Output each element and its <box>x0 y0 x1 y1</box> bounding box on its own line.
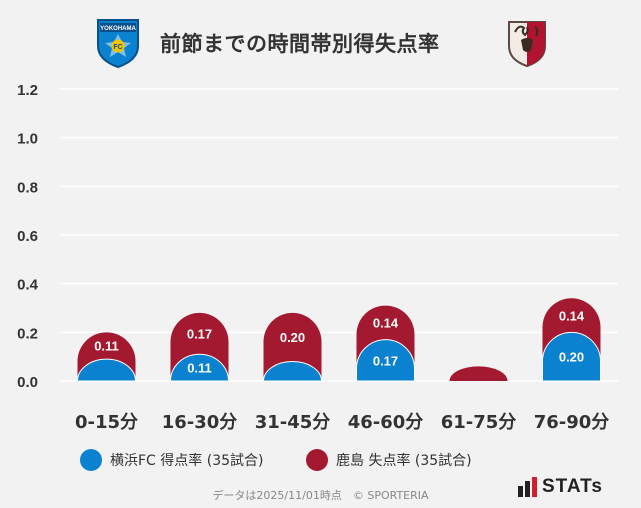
y-tick-label: 0.2 <box>17 325 38 342</box>
yokohama-fc-crest: YOKOHAMA FC <box>97 19 139 68</box>
legend-item-home: 横浜FC 得点率 (35試合) <box>80 446 263 474</box>
chart-title: 前節までの時間帯別得失点率 <box>160 32 440 56</box>
bar-chart: 0.00.20.40.60.81.01.2 0.110.170.110.200.… <box>17 82 618 433</box>
bars: 0.11 0.17 0.11 0.20 0.14 0.17 0.14 0.20 <box>76 298 601 382</box>
grid-lines <box>60 88 618 382</box>
y-tick-label: 1.0 <box>17 131 38 148</box>
bar-home <box>542 331 601 382</box>
data-label-away: 0.14 <box>373 316 399 331</box>
y-tick-label: 0.8 <box>17 179 38 196</box>
svg-text:YOKOHAMA: YOKOHAMA <box>100 26 136 32</box>
kashima-antlers-crest <box>508 21 546 68</box>
y-tick-label: 0.6 <box>17 228 38 245</box>
data-label-home: 0.20 <box>559 350 584 365</box>
legend-swatch-home <box>80 449 102 471</box>
legend-item-away: 鹿島 失点率 (35試合) <box>306 446 472 474</box>
data-label-away: 0.20 <box>280 330 305 345</box>
data-label-home: 0.11 <box>187 361 212 376</box>
data-footnote: データは2025/11/01時点 © SPORTERIA <box>212 489 429 502</box>
x-tick-label: 76-90分 <box>534 412 610 433</box>
legend-label-home: 横浜FC 得点率 (35試合) <box>110 453 264 469</box>
x-axis: 0-15分 16-30分 31-45分 46-60分 61-75分 76-90分 <box>75 412 609 433</box>
svg-text:FC: FC <box>113 44 122 51</box>
bar-home <box>76 358 137 382</box>
x-tick-label: 46-60分 <box>348 412 424 433</box>
y-tick-label: 0.4 <box>17 277 39 294</box>
y-axis: 0.0 0.2 0.4 0.6 0.8 1.0 1.2 <box>17 82 39 391</box>
bar-home <box>356 339 415 382</box>
data-label-away: 0.11 <box>94 339 119 354</box>
legend-label-away: 鹿島 失点率 (35試合) <box>336 453 472 469</box>
bar-away <box>449 366 508 381</box>
x-tick-label: 31-45分 <box>255 412 331 433</box>
data-label-home: 0.17 <box>373 353 398 368</box>
y-tick-label: 1.2 <box>17 82 38 99</box>
legend-swatch-away <box>306 449 328 471</box>
chart-header: YOKOHAMA FC 前節までの時間帯別得失点率 <box>0 0 641 80</box>
stats-brand-text: STATs <box>542 476 603 497</box>
data-label-away: 0.17 <box>187 327 212 342</box>
bar-home <box>262 361 323 382</box>
stats-bars-icon <box>518 477 537 497</box>
x-tick-label: 61-75分 <box>441 412 517 433</box>
x-tick-label: 16-30分 <box>162 412 238 433</box>
bar-home <box>169 353 230 382</box>
y-tick-label: 0.0 <box>17 374 38 391</box>
stats-brand: STATs <box>518 476 603 498</box>
data-label-away: 0.14 <box>559 308 585 323</box>
x-tick-label: 0-15分 <box>75 412 138 433</box>
legend: 横浜FC 得点率 (35試合) 鹿島 失点率 (35試合) <box>0 446 641 476</box>
